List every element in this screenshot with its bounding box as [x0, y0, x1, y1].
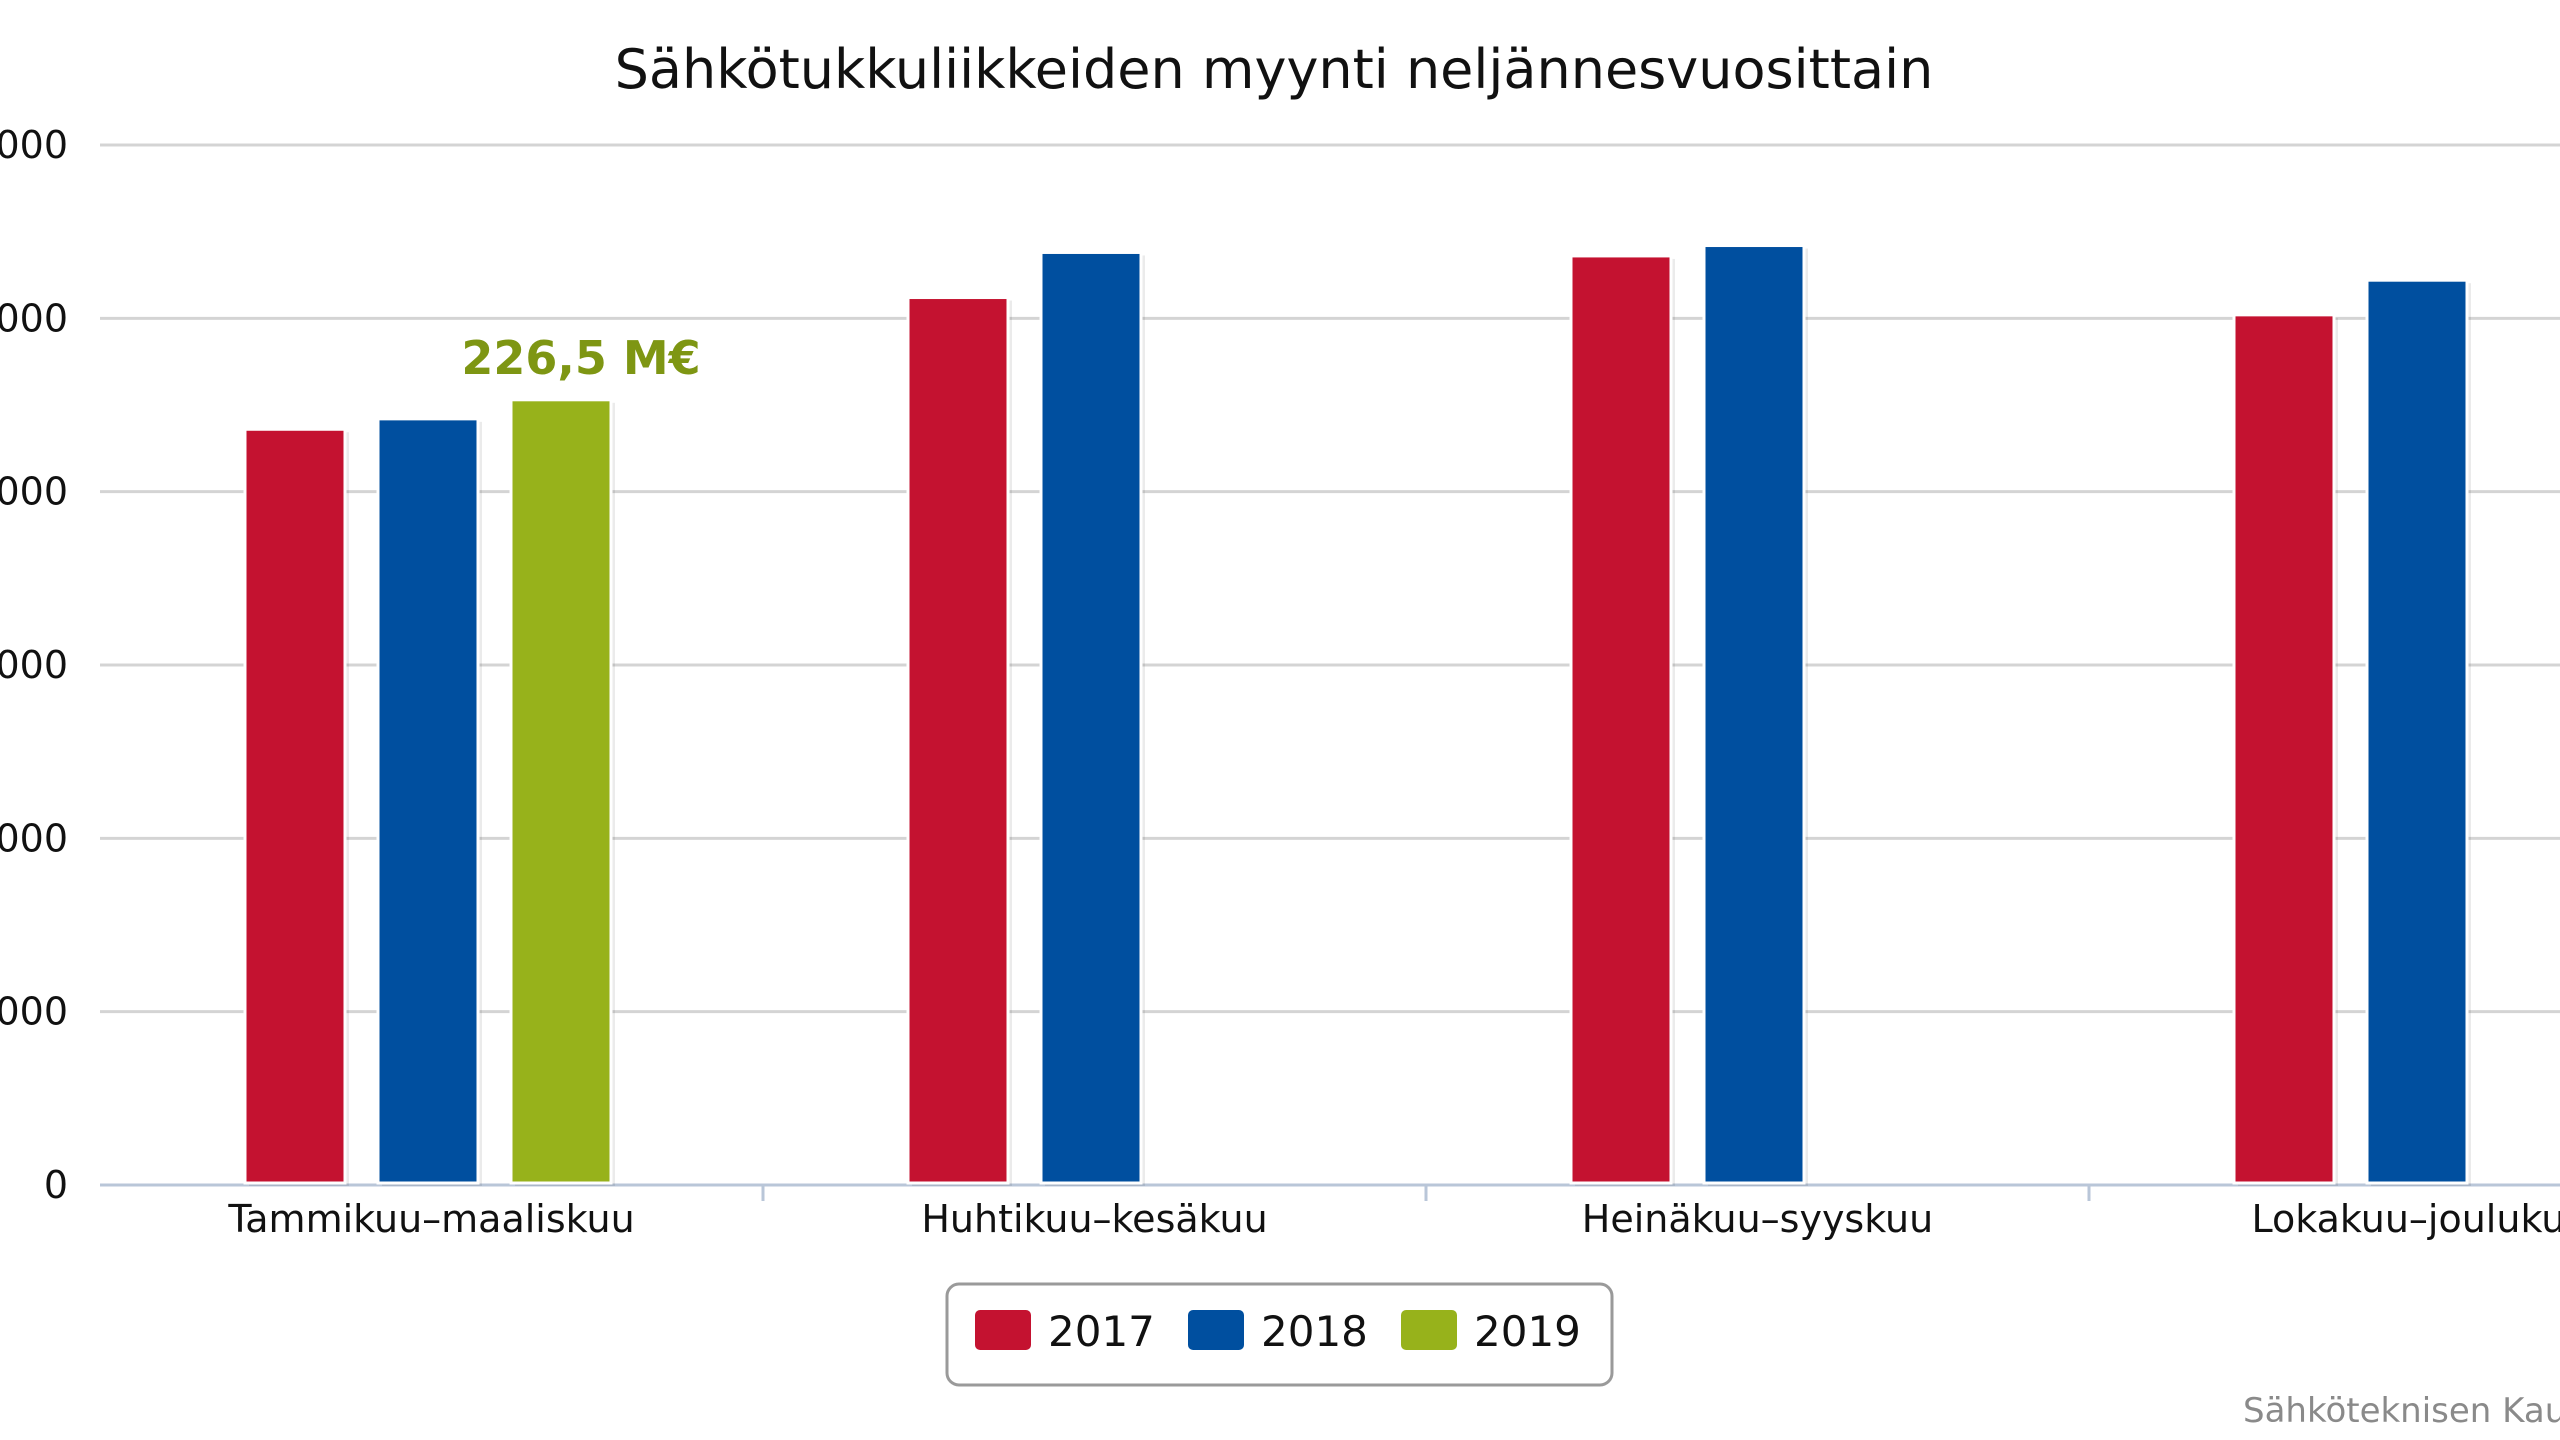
bar-2018-3 — [2365, 278, 2469, 1185]
legend-swatch — [975, 1310, 1031, 1350]
x-tick-label: Lokakuu–joulukuu — [2252, 1197, 2560, 1241]
y-tick-label: 50 000 — [0, 990, 68, 1034]
credit-text[interactable]: Sähköteknisen Kauppiasliitto — [2243, 1391, 2560, 1431]
bar-2017-3 — [2232, 313, 2336, 1185]
y-tick-label: 150 000 — [0, 643, 68, 687]
legend-label: 2017 — [1048, 1307, 1155, 1356]
bar-2019-0 — [509, 398, 613, 1185]
bar-2018-1 — [1039, 250, 1143, 1185]
x-tick-label: Heinäkuu–syyskuu — [1582, 1197, 1933, 1241]
legend[interactable]: 2017 2018 2019 — [945, 1282, 1614, 1387]
legend-swatch — [1188, 1310, 1244, 1350]
legend-label: 2019 — [1474, 1307, 1581, 1356]
legend-label: 2018 — [1261, 1307, 1368, 1356]
y-tick-label: 0 — [44, 1163, 68, 1207]
legend-swatch — [1401, 1310, 1457, 1350]
x-axis: Tammikuu–maaliskuu Huhtikuu–kesäkuu Heinäk… — [227, 1185, 2560, 1241]
x-tick-label: Huhtikuu–kesäkuu — [921, 1197, 1267, 1241]
bar-2018-0 — [376, 417, 480, 1185]
y-tick-label: 100 000 — [0, 816, 68, 860]
bars — [243, 244, 2471, 1187]
x-tick-label: Tammikuu–maaliskuu — [227, 1197, 634, 1241]
data-label: 226,5 M€ — [461, 331, 700, 385]
y-tick-label: 250 000 — [0, 296, 68, 340]
legend-box — [945, 1282, 1614, 1387]
y-axis-ticks: 0 50 000 100 000 150 000 200 000 250 000 300 0… — [0, 123, 68, 1207]
bar-2017-2 — [1569, 254, 1673, 1185]
chart-title: Sähkötukkuliikkeiden myynti neljännesvuo… — [615, 38, 1934, 101]
bar-2018-2 — [1702, 244, 1806, 1185]
bar-2017-0 — [243, 427, 347, 1185]
data-labels: 226,5 M€ — [461, 331, 700, 385]
bar-2017-1 — [906, 296, 1010, 1185]
y-tick-label: 300 000 — [0, 123, 68, 167]
y-tick-label: 200 000 — [0, 470, 68, 514]
